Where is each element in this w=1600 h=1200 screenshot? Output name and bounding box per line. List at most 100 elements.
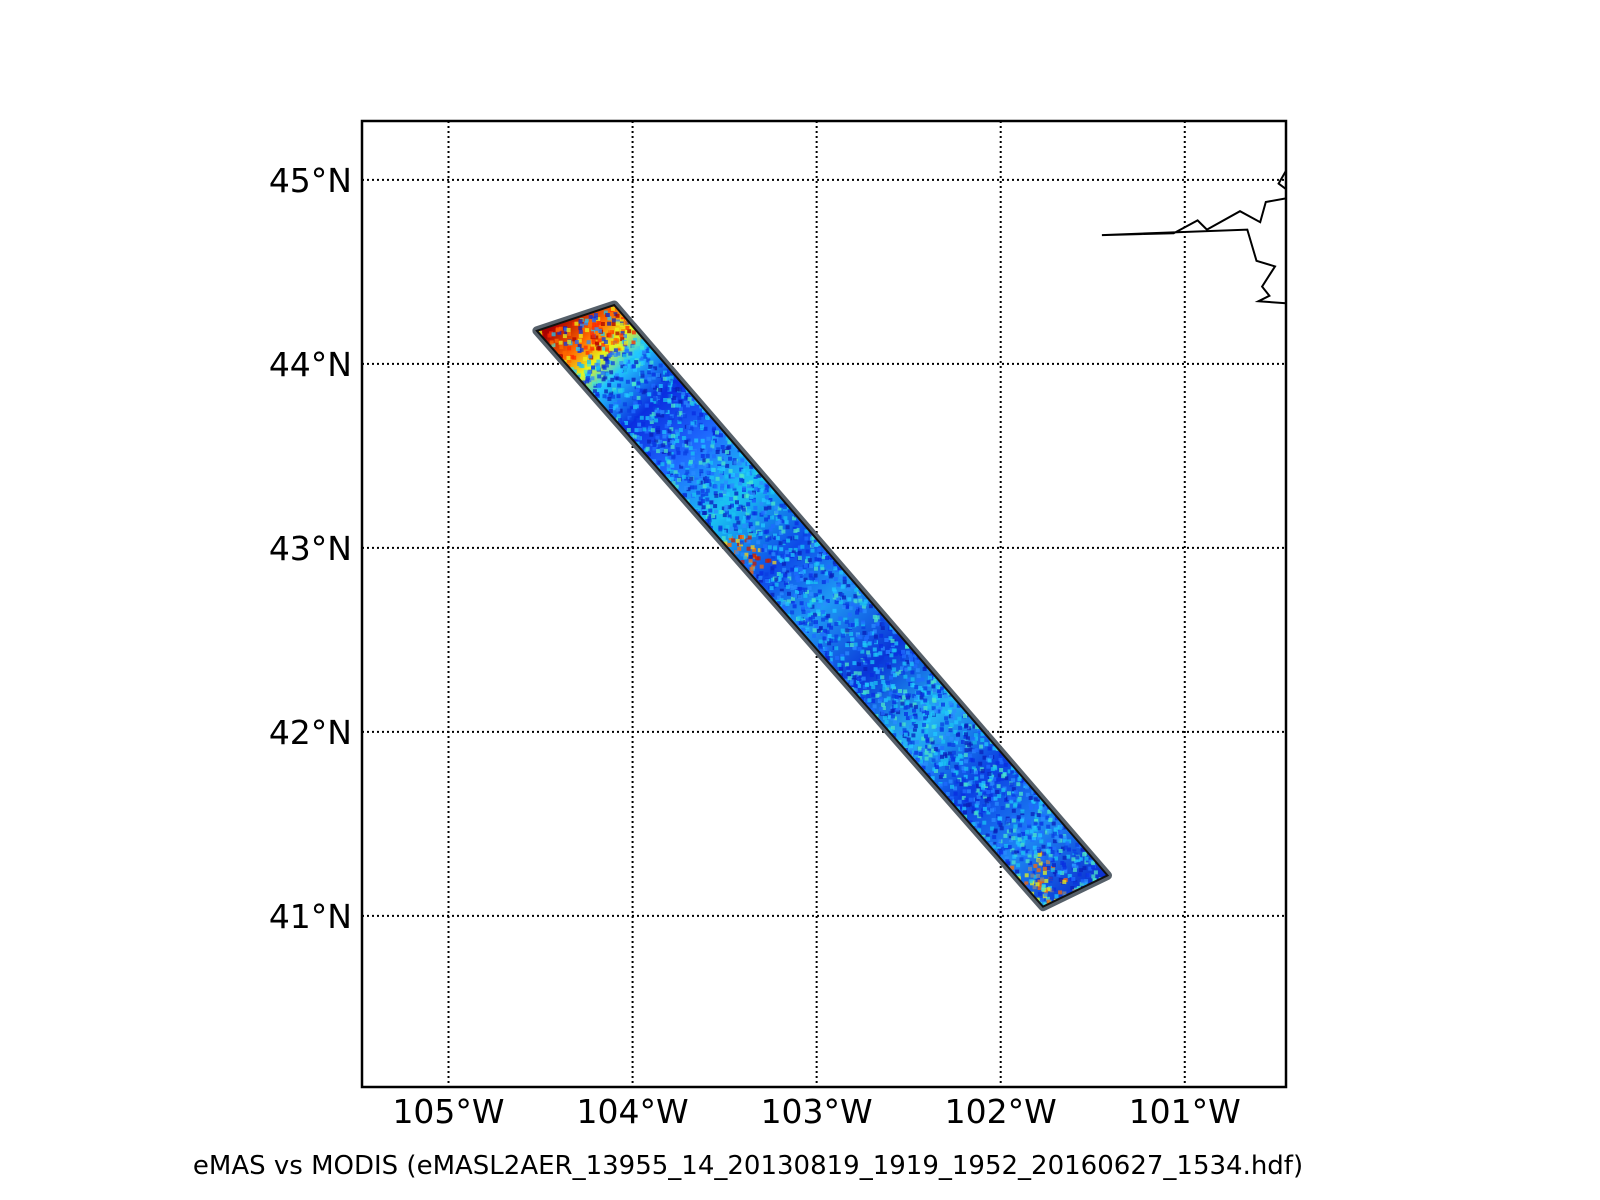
swath-pixel [870, 631, 875, 636]
swath-pixel [818, 643, 822, 648]
swath-pixel [674, 434, 678, 439]
swath-pixel [558, 340, 563, 345]
swath-pixel [752, 574, 757, 579]
swath-pixel [741, 494, 746, 499]
swath-pixel [1020, 818, 1024, 823]
swath-pixel [625, 325, 630, 330]
swath-pixel [924, 750, 929, 755]
swath-pixel [684, 473, 689, 478]
swath-pixel [746, 502, 751, 507]
swath-pixel [610, 361, 615, 366]
swath-pixel [880, 626, 885, 630]
swath-pixel [851, 584, 856, 589]
swath-pixel [1014, 850, 1019, 855]
swath-pixel [652, 442, 657, 446]
swath-pixel [715, 476, 720, 481]
swath-pixel [803, 563, 808, 568]
swath-pixel [608, 404, 613, 409]
swath-pixel [806, 580, 811, 585]
swath-pixel [852, 645, 857, 650]
swath-pixel [1063, 869, 1068, 874]
swath-pixel [1009, 782, 1014, 787]
swath-pixel [623, 340, 628, 345]
swath-pixel [578, 319, 583, 324]
swath-pixel [899, 722, 904, 727]
swath-pixel [671, 480, 676, 485]
swath-pixel [1044, 878, 1049, 883]
swath-pixel [681, 391, 686, 396]
swath-pixel [827, 634, 832, 638]
swath-pixel [898, 669, 903, 674]
swath-pixel [931, 758, 936, 763]
swath-pixel [627, 329, 632, 334]
swath-pixel [610, 306, 615, 311]
swath-pixel [658, 363, 663, 368]
swath-pixel [1039, 821, 1044, 826]
swath-pixel [1067, 874, 1072, 878]
swath-pixel [706, 504, 711, 509]
swath-pixel [1030, 852, 1035, 857]
swath-pixel [981, 783, 986, 788]
swath-pixel [885, 686, 890, 691]
swath-pixel [1062, 855, 1067, 860]
swath-pixel [1033, 827, 1038, 832]
swath-pixel [816, 596, 821, 601]
swath-pixel [845, 643, 850, 648]
swath-pixel [768, 527, 773, 532]
swath-pixel [919, 759, 923, 764]
swath-pixel [749, 480, 754, 485]
swath-pixel [914, 685, 919, 689]
swath-pixel [1020, 842, 1025, 847]
swath-pixel [676, 450, 681, 455]
swath-pixel [863, 667, 868, 671]
swath-pixel [963, 810, 967, 815]
swath-pixel [1052, 846, 1057, 851]
swath-pixel [760, 477, 765, 482]
swath-pixel [970, 758, 975, 763]
swath-pixel [892, 629, 897, 634]
swath-pixel [922, 722, 927, 727]
swath-pixel [763, 548, 767, 553]
swath-pixel [615, 321, 620, 326]
swath-pixel [728, 468, 733, 473]
swath-pixel [725, 510, 729, 515]
swath-pixel [867, 653, 872, 658]
swath-pixel [651, 411, 656, 416]
swath-pixel [892, 700, 897, 705]
swath-pixel [859, 601, 864, 606]
swath-pixel [656, 412, 661, 417]
swath-pixel [851, 687, 856, 692]
swath-pixel [636, 354, 641, 359]
swath-pixel [836, 620, 841, 625]
swath-pixel [950, 716, 955, 720]
swath-pixel [964, 748, 969, 753]
swath-pixel [1033, 854, 1038, 859]
swath-pixel [995, 761, 1000, 766]
swath-pixel [675, 439, 679, 443]
swath-pixel [738, 481, 743, 486]
swath-pixel [608, 353, 613, 357]
swath-pixel [935, 756, 940, 761]
swath-pixel [623, 366, 627, 371]
swath-pixel [739, 473, 744, 478]
swath-pixel [581, 327, 586, 332]
swath-pixel [1050, 858, 1055, 863]
swath-pixel [1049, 876, 1054, 881]
swath-pixel [1010, 865, 1015, 870]
swath-pixel [699, 412, 704, 417]
swath-pixel [993, 796, 998, 801]
swath-pixel [1071, 857, 1076, 862]
swath-pixel [718, 473, 723, 478]
swath-pixel [949, 722, 954, 727]
swath-pixel [999, 760, 1004, 765]
swath-pixel [992, 841, 997, 846]
swath-pixel [747, 461, 752, 466]
swath-pixel [809, 571, 814, 575]
swath-pixel [777, 506, 782, 511]
swath-pixel [722, 529, 727, 534]
swath-pixel [677, 403, 681, 408]
swath-pixel [1042, 848, 1047, 853]
swath-pixel [1024, 881, 1029, 886]
swath-pixel [763, 506, 768, 511]
swath-pixel [786, 613, 791, 618]
